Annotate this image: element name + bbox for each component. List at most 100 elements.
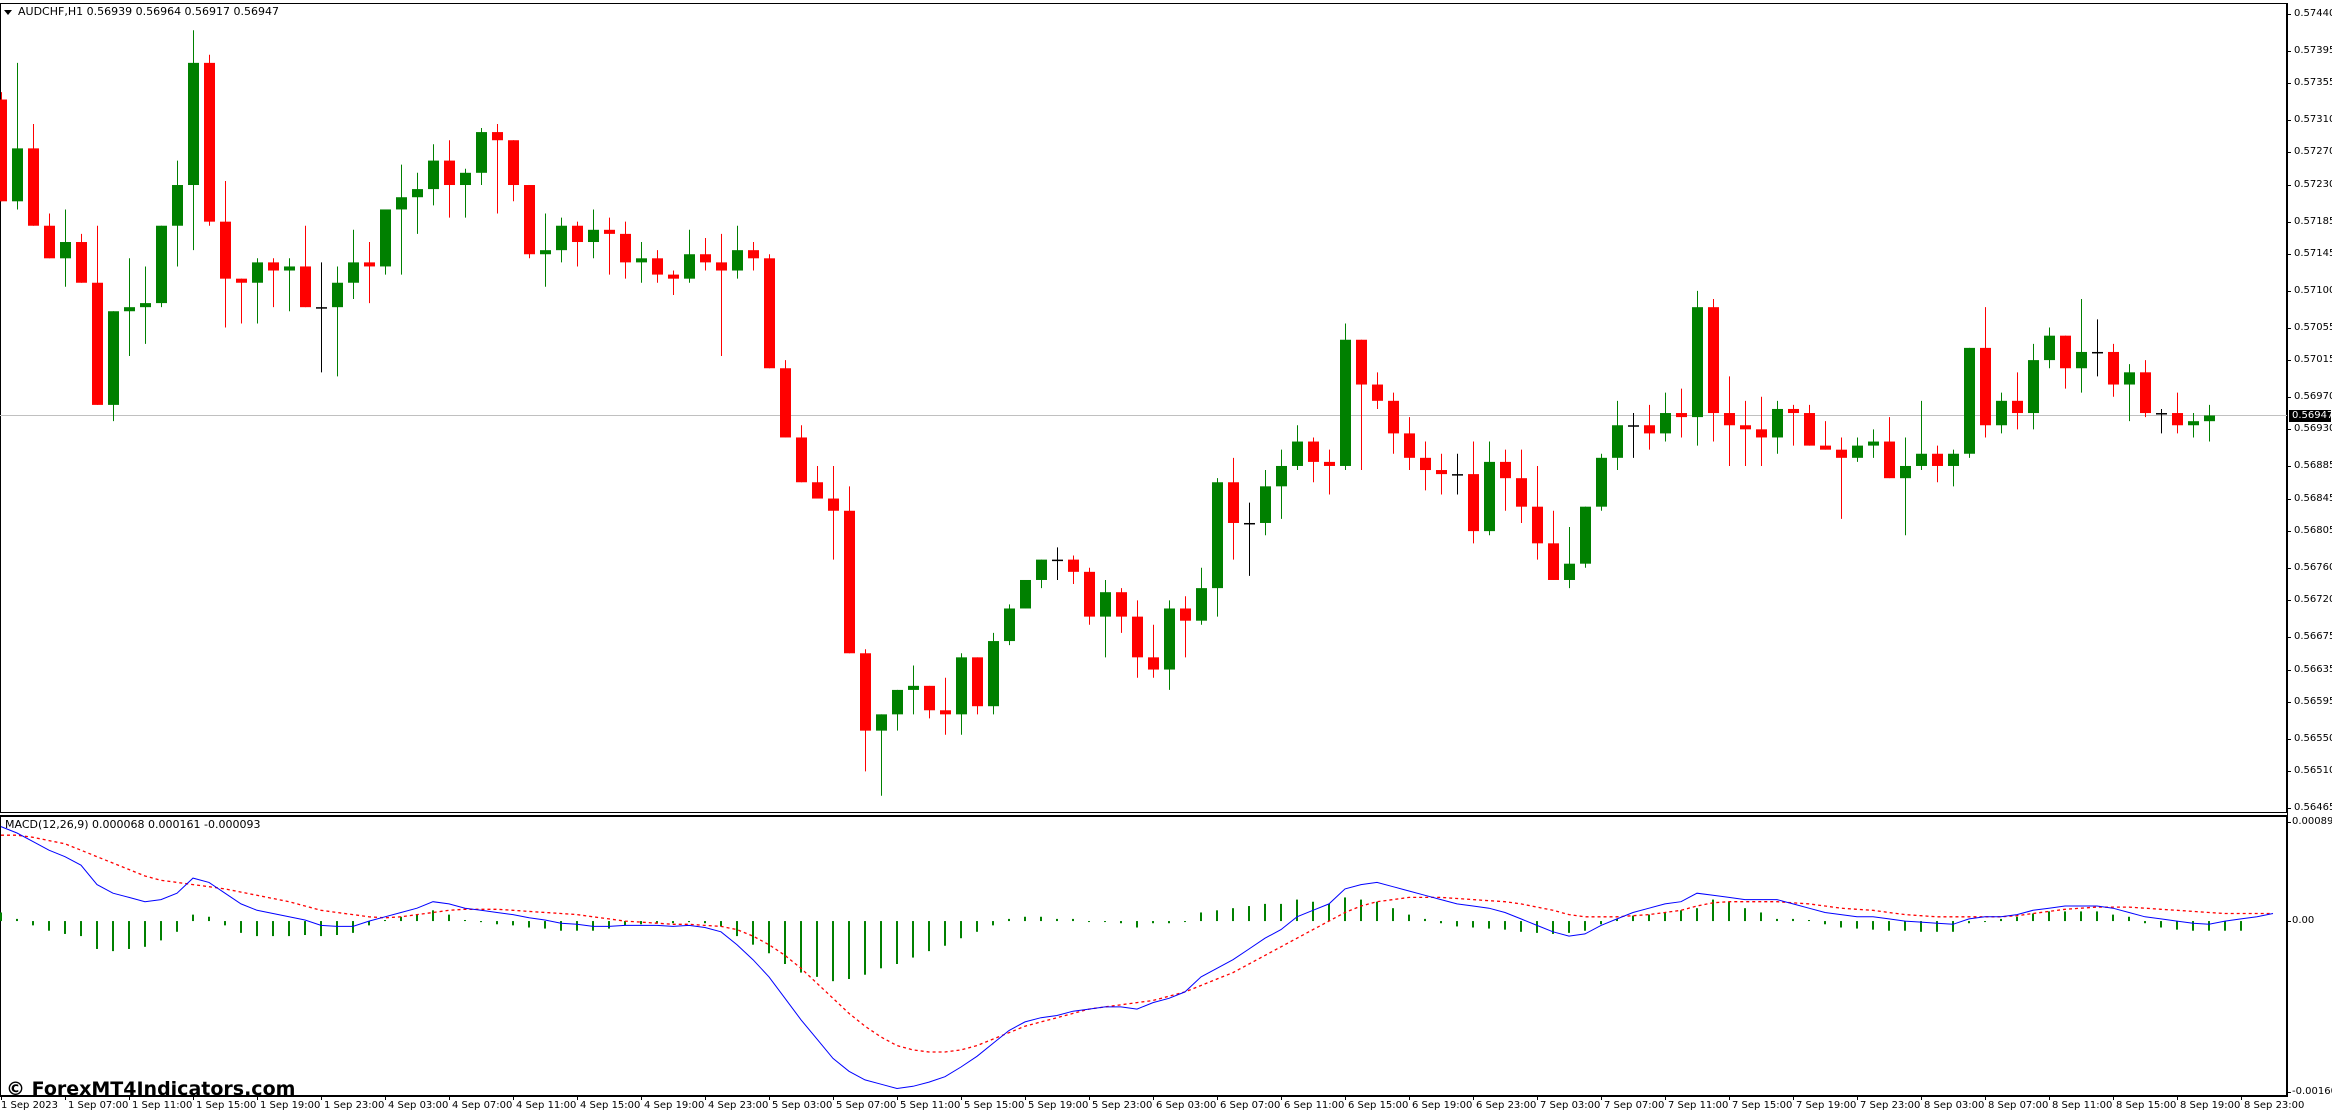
main-price-panel[interactable]: [0, 3, 2287, 813]
candle[interactable]: [1452, 453, 1463, 495]
candle[interactable]: [252, 258, 263, 324]
candle[interactable]: [572, 221, 583, 267]
candle[interactable]: [0, 92, 7, 202]
candle[interactable]: [1372, 372, 1383, 409]
candle[interactable]: [1084, 567, 1095, 625]
candle[interactable]: [1676, 388, 1687, 438]
candle[interactable]: [172, 160, 183, 267]
candle[interactable]: [1692, 290, 1703, 446]
candle[interactable]: [220, 180, 231, 328]
candle[interactable]: [1916, 400, 1927, 471]
candle[interactable]: [1868, 429, 1879, 458]
candle[interactable]: [1484, 441, 1495, 536]
candle[interactable]: [1436, 453, 1447, 495]
candle[interactable]: [1628, 413, 1639, 458]
candle[interactable]: [1820, 421, 1831, 450]
candle[interactable]: [2108, 343, 2119, 397]
candle[interactable]: [620, 221, 631, 279]
candle[interactable]: [1308, 437, 1319, 483]
candle[interactable]: [1580, 506, 1591, 568]
candle[interactable]: [1500, 449, 1511, 511]
candle[interactable]: [748, 242, 759, 271]
candle[interactable]: [1004, 604, 1015, 646]
candle[interactable]: [1724, 376, 1735, 466]
candle[interactable]: [1468, 441, 1479, 544]
candle[interactable]: [1932, 445, 1943, 483]
candle[interactable]: [236, 278, 247, 324]
candle[interactable]: [1612, 400, 1623, 471]
candle[interactable]: [2156, 408, 2167, 434]
candle[interactable]: [508, 140, 519, 202]
candle[interactable]: [732, 225, 743, 279]
candle[interactable]: [556, 217, 567, 263]
candle[interactable]: [412, 172, 423, 234]
candle[interactable]: [476, 128, 487, 186]
candle[interactable]: [1644, 404, 1655, 450]
candle[interactable]: [108, 311, 119, 422]
candle[interactable]: [652, 250, 663, 283]
candle[interactable]: [2044, 327, 2055, 369]
candle[interactable]: [1180, 596, 1191, 658]
candle[interactable]: [2140, 360, 2151, 418]
candle[interactable]: [1212, 478, 1223, 617]
candle[interactable]: [76, 233, 87, 283]
candle[interactable]: [364, 242, 375, 304]
candle[interactable]: [1388, 392, 1399, 454]
candle[interactable]: [1036, 559, 1047, 589]
candle[interactable]: [92, 225, 103, 405]
candle[interactable]: [204, 54, 215, 226]
symbol-title[interactable]: AUDCHF,H1 0.56939 0.56964 0.56917 0.5694…: [4, 5, 279, 18]
candle[interactable]: [860, 649, 871, 772]
candle[interactable]: [1260, 470, 1271, 536]
candle[interactable]: [972, 657, 983, 715]
candle[interactable]: [1564, 527, 1575, 589]
candle[interactable]: [764, 254, 775, 369]
candle[interactable]: [1852, 437, 1863, 462]
candle[interactable]: [1276, 449, 1287, 519]
candle[interactable]: [1052, 547, 1063, 580]
candle[interactable]: [716, 233, 727, 357]
candle[interactable]: [1292, 425, 1303, 471]
candle[interactable]: [2188, 413, 2199, 438]
candle[interactable]: [492, 123, 503, 214]
candle[interactable]: [1356, 339, 1367, 471]
candle[interactable]: [1516, 449, 1527, 523]
candle[interactable]: [1340, 323, 1351, 471]
candle[interactable]: [1244, 502, 1255, 576]
candle[interactable]: [700, 237, 711, 271]
candle[interactable]: [940, 677, 951, 735]
candle[interactable]: [316, 262, 327, 373]
candle[interactable]: [300, 225, 311, 308]
candle[interactable]: [908, 665, 919, 715]
candle[interactable]: [1900, 437, 1911, 536]
candle[interactable]: [1548, 510, 1559, 580]
candle[interactable]: [12, 62, 23, 210]
candle[interactable]: [1324, 449, 1335, 495]
candle[interactable]: [668, 270, 679, 295]
candle[interactable]: [1836, 437, 1847, 519]
candle[interactable]: [2012, 372, 2023, 430]
candle[interactable]: [1020, 579, 1031, 609]
candle[interactable]: [1964, 347, 1975, 458]
candle[interactable]: [524, 185, 535, 259]
candle[interactable]: [956, 653, 967, 735]
candle[interactable]: [268, 258, 279, 308]
candle[interactable]: [2028, 343, 2039, 430]
candle[interactable]: [1756, 396, 1767, 466]
candle[interactable]: [780, 360, 791, 438]
candle[interactable]: [124, 258, 135, 357]
candle[interactable]: [1532, 465, 1543, 560]
candle[interactable]: [988, 632, 999, 715]
candle[interactable]: [1948, 449, 1959, 487]
candle[interactable]: [1788, 404, 1799, 446]
candle[interactable]: [2124, 364, 2135, 422]
candle[interactable]: [348, 229, 359, 300]
candle[interactable]: [460, 168, 471, 218]
candle[interactable]: [540, 213, 551, 287]
candle[interactable]: [140, 266, 151, 344]
candle[interactable]: [1228, 457, 1239, 560]
candle[interactable]: [1420, 441, 1431, 491]
macd-panel[interactable]: [0, 816, 2287, 1096]
candle[interactable]: [1164, 600, 1175, 690]
candle[interactable]: [1980, 307, 1991, 438]
